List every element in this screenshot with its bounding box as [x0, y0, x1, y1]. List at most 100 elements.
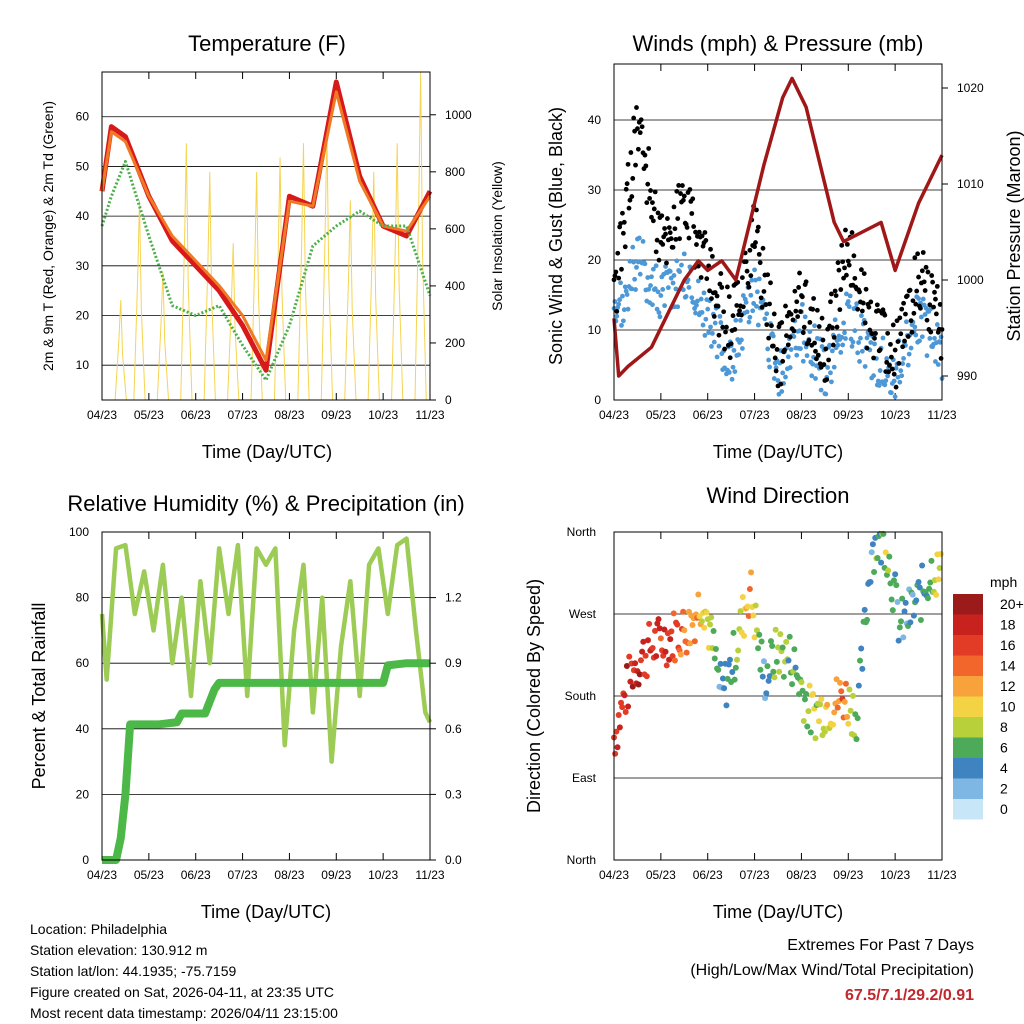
direction-dot [854, 715, 861, 722]
gust-dot [812, 340, 817, 346]
direction-dot [710, 628, 717, 635]
x-tick-label: 09/23 [321, 868, 351, 882]
direction-dot [869, 541, 876, 548]
wind-dot [653, 263, 659, 269]
gust-dot [871, 355, 876, 361]
wind-dot [924, 353, 930, 359]
gust-dot [923, 264, 929, 270]
direction-dot [898, 618, 904, 625]
direction-dot [770, 668, 777, 675]
direction-plot-area: 04/23 05/23 06/23 07/23 08/23 09/23 10/23 11/23… [565, 525, 957, 882]
x-tick-label: 07/23 [228, 868, 258, 882]
gust-dot [922, 288, 928, 293]
gust-dot [915, 251, 921, 257]
wind-dot [754, 303, 759, 309]
gust-dot [642, 152, 648, 158]
direction-dot [656, 625, 663, 632]
wind-dot [736, 352, 742, 358]
direction-dot [643, 673, 650, 680]
gust-dot [663, 231, 668, 237]
humidity-frame [101, 531, 431, 861]
direction-dot [892, 571, 899, 578]
wind-dot [662, 303, 668, 309]
direction-dot [885, 567, 892, 574]
direction-dot [691, 638, 698, 645]
direction-dot [837, 679, 844, 686]
wind-dot [767, 364, 772, 370]
wind-dot [762, 316, 768, 322]
wind-dot [791, 334, 797, 339]
direction-dot [725, 661, 732, 668]
direction-dot [893, 582, 900, 589]
gust-dot [833, 293, 839, 298]
wind-dot [856, 340, 861, 345]
gust-dot [839, 242, 845, 248]
winds-panel: Winds (mph) & Pressure (mb) Time (Day/UT… [546, 31, 1024, 462]
x-tick-label: 10/23 [880, 408, 910, 422]
colorbar-label: 8 [1000, 719, 1008, 735]
gust-dot [913, 301, 919, 307]
direction-dot [783, 638, 790, 645]
wind-dot [819, 344, 825, 349]
wind-dot [749, 277, 755, 283]
gust-dot [929, 273, 935, 278]
wind-dot [617, 297, 623, 303]
gust-dot [910, 298, 916, 304]
gust-dot [780, 358, 786, 364]
gust-dot [719, 284, 725, 290]
wind-dot [671, 273, 677, 278]
gust-dot [788, 311, 794, 317]
gust-dot [844, 272, 849, 278]
x-tick-label: 06/23 [693, 868, 723, 882]
gust-dot [857, 289, 862, 295]
gust-dot [693, 229, 698, 235]
wind-dot [680, 287, 686, 293]
gust-dot [931, 304, 936, 310]
gust-dot [724, 284, 730, 290]
gust-dot [889, 366, 895, 372]
gust-dot [852, 275, 858, 281]
direction-dot [757, 666, 764, 673]
x-tick-label: 04/23 [599, 408, 629, 422]
wind-dot [699, 309, 705, 315]
x-tick-label: 04/23 [87, 408, 117, 422]
wind-dot [622, 284, 628, 290]
gust-dot [885, 330, 891, 336]
direction-dot [680, 608, 687, 615]
direction-dot [655, 616, 662, 623]
wind-dot [876, 383, 882, 388]
wind-dot [908, 345, 914, 351]
wind-dot [766, 357, 772, 363]
gust-dot [864, 345, 870, 351]
direction-dot [719, 675, 726, 682]
gust-dot [765, 272, 771, 278]
direction-dot [798, 679, 805, 686]
y-tick-label: 40 [76, 722, 90, 736]
gust-dot [890, 322, 896, 328]
gust-dot [838, 287, 844, 292]
direction-dot [899, 595, 906, 602]
wind-dot [652, 286, 658, 292]
y2-tick-label: 0.9 [445, 656, 462, 670]
wind-dot [802, 314, 808, 320]
wind-dot [631, 259, 637, 265]
y-tick-label: 30 [76, 259, 90, 273]
x-tick-label: 11/23 [927, 868, 956, 882]
direction-dot [667, 636, 674, 643]
direction-dot [637, 657, 644, 664]
wind-dot [714, 354, 720, 360]
y-tick-label: 30 [588, 183, 602, 197]
gust-dot [740, 304, 746, 310]
gust-dot [687, 187, 693, 192]
gust-dot [674, 188, 680, 194]
wind-dot [829, 348, 835, 354]
gust-dot [921, 279, 927, 285]
wind-dot [906, 351, 912, 357]
wind-dot [754, 289, 760, 295]
direction-dot [670, 610, 677, 617]
y2-tick-label: 1.2 [445, 591, 462, 605]
wind-dot [850, 339, 856, 345]
gust-dot [613, 269, 619, 275]
wind-dot [670, 280, 676, 286]
wind-dot [831, 364, 837, 370]
